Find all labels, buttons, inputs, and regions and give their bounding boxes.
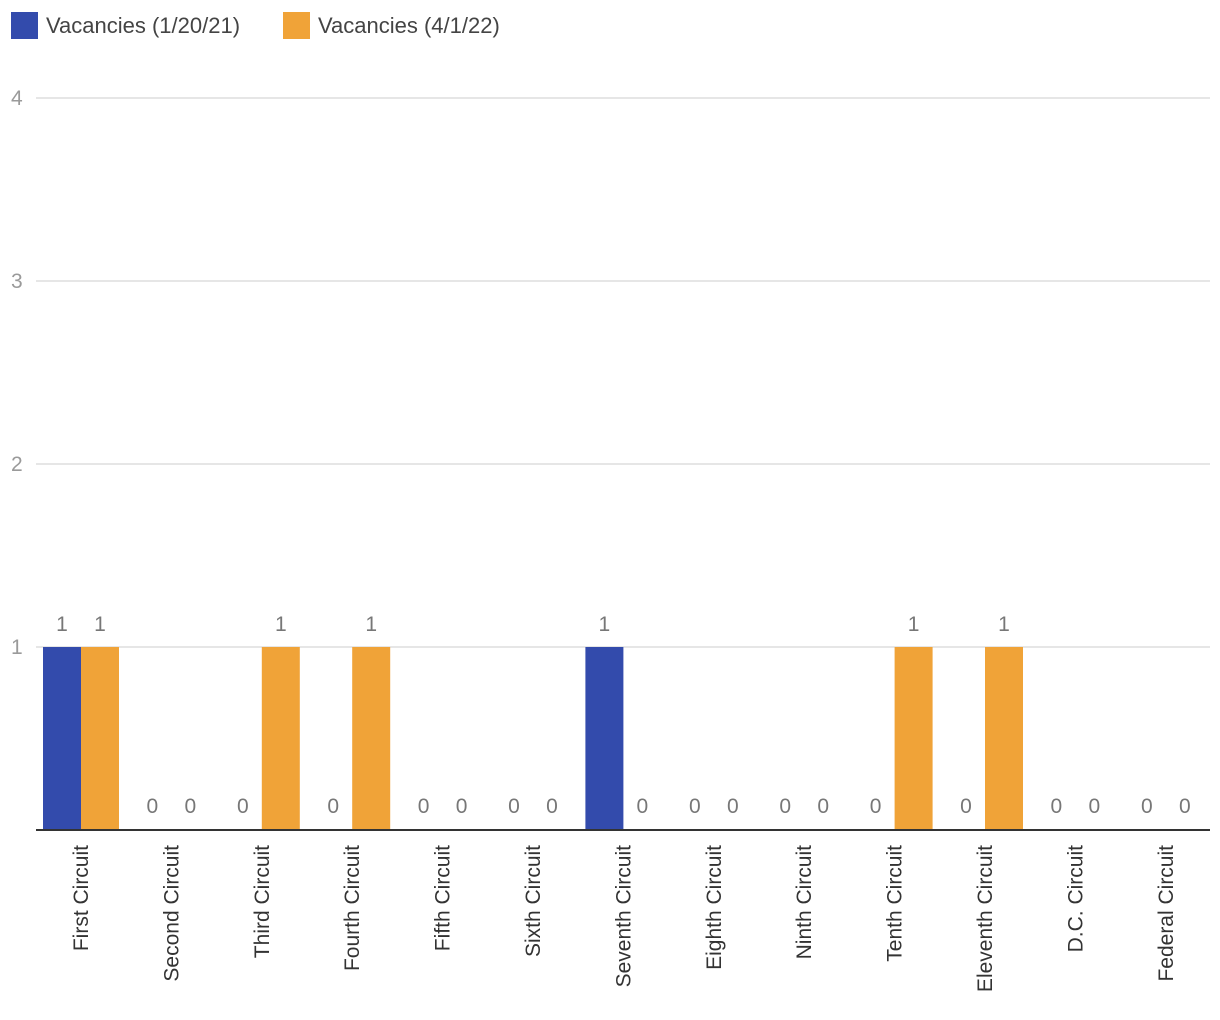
value-label: 1 [998, 613, 1010, 636]
value-label: 0 [870, 795, 882, 818]
bar [585, 647, 624, 830]
value-label: 0 [1179, 795, 1191, 818]
legend-swatch [283, 12, 310, 39]
x-tick-label: Third Circuit [251, 845, 274, 958]
x-tick-label: Ninth Circuit [793, 845, 816, 960]
value-label: 0 [327, 795, 339, 818]
bars [43, 647, 1023, 830]
value-label: 0 [185, 795, 197, 818]
value-label: 1 [365, 613, 377, 636]
value-label: 0 [456, 795, 468, 818]
value-label: 0 [779, 795, 791, 818]
x-tick-label: Eleventh Circuit [974, 845, 997, 992]
value-label: 0 [418, 795, 430, 818]
value-label: 0 [689, 795, 701, 818]
x-tick-label: Seventh Circuit [612, 845, 635, 988]
value-label: 0 [1089, 795, 1101, 818]
gridlines [36, 97, 1210, 648]
x-tick-label: Eighth Circuit [703, 845, 726, 970]
value-label: 1 [56, 613, 68, 636]
y-tick-label: 1 [11, 636, 23, 659]
value-label: 0 [546, 795, 558, 818]
x-tick-label: Tenth Circuit [884, 845, 907, 962]
value-label: 1 [908, 613, 920, 636]
value-label: 0 [727, 795, 739, 818]
value-label: 0 [817, 795, 829, 818]
value-label: 1 [599, 613, 611, 636]
bar [352, 647, 391, 830]
x-tick-label: Federal Circuit [1155, 845, 1178, 982]
value-label: 0 [237, 795, 249, 818]
legend-swatch [11, 12, 38, 39]
x-tick-label: Sixth Circuit [522, 845, 545, 957]
y-tick-label: 2 [11, 453, 23, 476]
y-tick-label: 3 [11, 270, 23, 293]
bar [985, 647, 1023, 830]
x-tick-label: D.C. Circuit [1064, 845, 1087, 953]
value-label: 0 [147, 795, 159, 818]
value-label: 1 [275, 613, 287, 636]
x-tick-label: First Circuit [70, 845, 93, 951]
x-tick-label: Fifth Circuit [432, 845, 455, 951]
bar [894, 647, 933, 830]
value-label: 0 [1051, 795, 1063, 818]
value-label: 0 [637, 795, 649, 818]
legend: Vacancies (1/20/21) Vacancies (4/1/22) [11, 12, 500, 39]
value-label: 1 [94, 613, 106, 636]
legend-label: Vacancies (4/1/22) [318, 13, 500, 38]
x-tick-label: Fourth Circuit [341, 845, 364, 971]
value-label: 0 [960, 795, 972, 818]
bar [43, 647, 81, 830]
x-axis: First Circuit Second Circuit Third Circuit… [36, 829, 1210, 992]
bar [261, 647, 300, 830]
value-label: 0 [508, 795, 520, 818]
value-label: 0 [1141, 795, 1153, 818]
y-tick-label: 4 [11, 87, 23, 110]
y-axis: 1 2 3 4 [11, 87, 23, 659]
x-tick-label: Second Circuit [160, 845, 183, 982]
legend-label: Vacancies (1/20/21) [46, 13, 240, 38]
bar [81, 647, 119, 830]
value-labels: 1 1 0 0 0 1 0 1 0 0 0 0 1 0 0 0 0 0 0 1 0 1 0 0 0 0 [56, 613, 1190, 818]
